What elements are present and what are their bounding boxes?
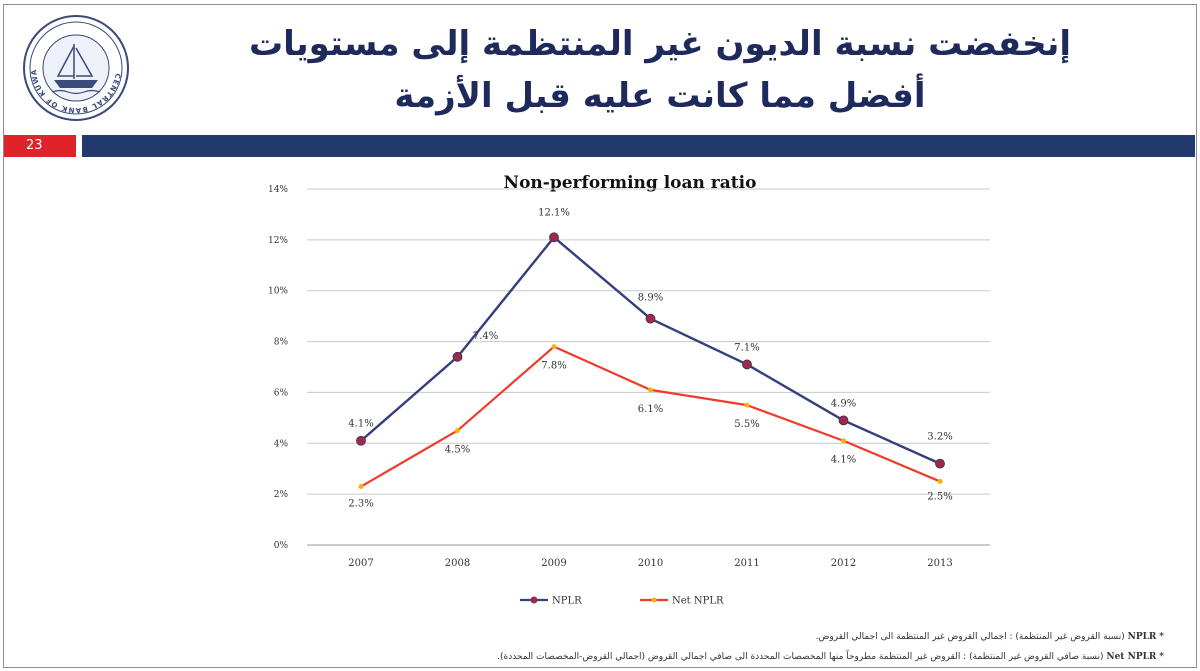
y-tick-label: 2% xyxy=(274,490,289,500)
y-tick-label: 10% xyxy=(268,287,288,297)
x-tick-label: 2013 xyxy=(927,558,952,569)
x-tick-label: 2009 xyxy=(541,558,566,569)
nplr-point xyxy=(742,359,752,370)
footnote-net-text: (نسبة صافي القروض غير المنتظمة) : القروض… xyxy=(497,652,1104,662)
slide-title-line2: أفضل مما كانت عليه قبل الأزمة xyxy=(394,76,926,116)
y-tick-label: 12% xyxy=(268,236,288,246)
y-tick-label: 8% xyxy=(274,338,289,348)
central-bank-logo-icon: CENTRAL BANK OF KUWAIT xyxy=(22,14,129,121)
net-nplr-point xyxy=(551,344,557,350)
slide-title: إنخفضت نسبة الديون غير المنتظمة إلى مستو… xyxy=(160,18,1160,122)
nplr-series-line xyxy=(360,236,941,465)
nplr-data-label: 4.9% xyxy=(831,398,856,409)
y-tick-label: 14% xyxy=(268,185,288,195)
footnote-nplr: * NPLR (نسبة القروض غير المنتظمة) : اجما… xyxy=(815,632,1164,642)
footnote-net-label: Net NPLR xyxy=(1106,652,1157,662)
nplr-point xyxy=(356,435,366,446)
net-nplr-point xyxy=(648,387,653,393)
nplr-point xyxy=(549,232,559,243)
legend-net-nplr-label: Net NPLR xyxy=(672,596,724,607)
net-nplr-point xyxy=(744,402,750,408)
nplr-data-label: 7.4% xyxy=(473,331,498,342)
nplr-point xyxy=(645,313,656,324)
nplr-data-label: 4.1% xyxy=(348,419,373,430)
net-nplr-point xyxy=(358,484,364,490)
page-number: 23 xyxy=(4,135,76,157)
x-tick-label: 2011 xyxy=(734,558,759,569)
x-tick-label: 2007 xyxy=(348,558,373,569)
net-nplr-data-label: 2.3% xyxy=(348,499,373,510)
net-nplr-point xyxy=(841,438,846,444)
header-divider xyxy=(82,135,1195,157)
y-tick-label: 0% xyxy=(274,541,289,551)
y-tick-label: 4% xyxy=(274,439,289,449)
net-nplr-data-label: 4.1% xyxy=(831,455,856,466)
footnote-nplr-text: (نسبة القروض غير المنتظمة) : اجمالي القر… xyxy=(815,632,1125,642)
nplr-point xyxy=(838,415,849,426)
y-tick-label: 6% xyxy=(274,388,289,398)
net-nplr-data-label: 5.5% xyxy=(734,419,759,430)
footnotes: * NPLR (نسبة القروض غير المنتظمة) : اجما… xyxy=(264,627,1164,667)
nplr-data-label: 8.9% xyxy=(638,293,663,304)
nplr-data-label: 3.2% xyxy=(927,432,952,443)
legend-nplr-marker xyxy=(530,596,538,604)
net-nplr-data-label: 6.1% xyxy=(638,404,663,415)
nplr-data-label: 12.1% xyxy=(538,207,570,218)
net-nplr-data-label: 2.5% xyxy=(927,491,952,502)
legend-nplr-label: NPLR xyxy=(552,596,582,607)
x-tick-label: 2010 xyxy=(638,558,663,569)
net-nplr-data-label: 7.8% xyxy=(541,361,566,372)
net-nplr-data-label: 4.5% xyxy=(445,445,470,456)
slide-frame xyxy=(3,4,1197,668)
chart-title: Non-performing loan ratio xyxy=(504,173,757,193)
nplr-point xyxy=(935,458,945,469)
x-tick-label: 2008 xyxy=(445,558,470,569)
nplr-point xyxy=(452,351,463,362)
legend-net-nplr-marker xyxy=(651,597,657,603)
net-nplr-point xyxy=(937,478,943,484)
footnote-net-nplr: * Net NPLR (نسبة صافي القروض غير المنتظم… xyxy=(497,652,1164,662)
footnote-nplr-label: NPLR xyxy=(1127,632,1157,642)
x-tick-label: 2012 xyxy=(831,558,856,569)
slide-title-line1: إنخفضت نسبة الديون غير المنتظمة إلى مستو… xyxy=(248,24,1072,64)
nplr-data-label: 7.1% xyxy=(734,342,759,353)
net-nplr-point xyxy=(455,428,460,434)
